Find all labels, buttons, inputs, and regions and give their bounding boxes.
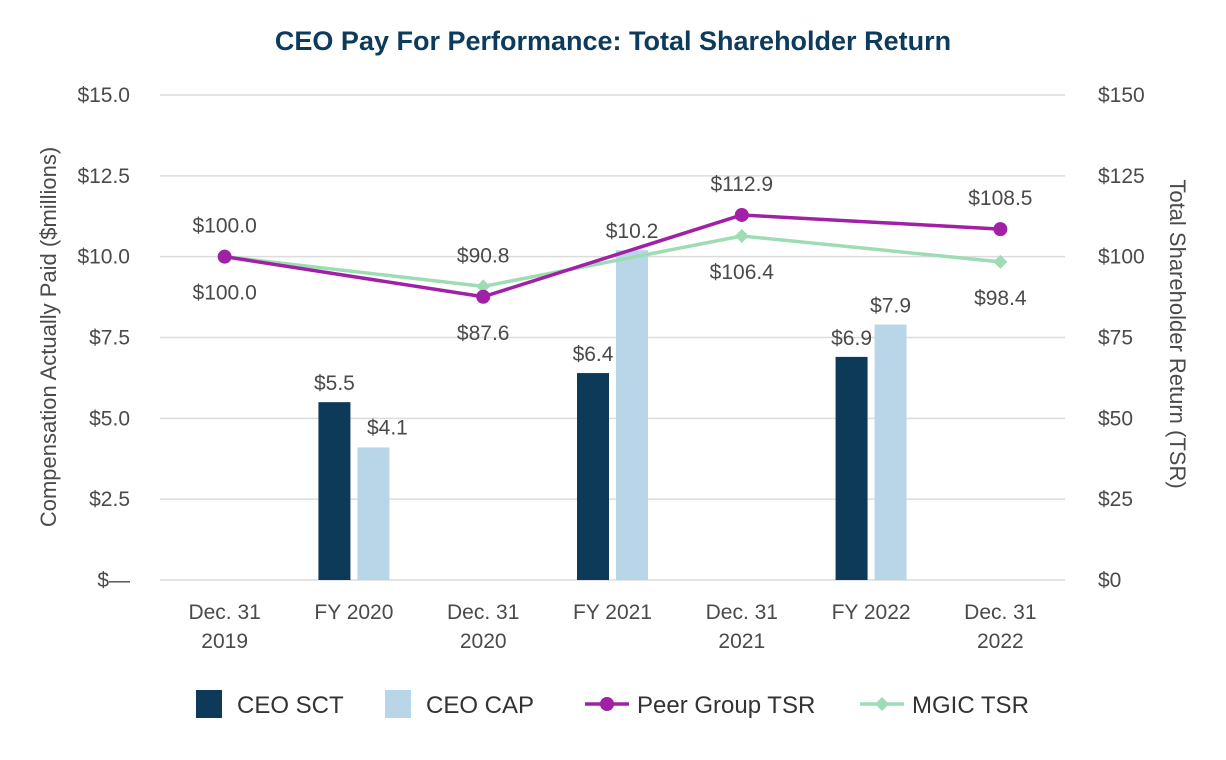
gridlines [160, 94, 1065, 581]
y-tick-label-left: $7.5 [89, 327, 130, 350]
data-labels: $5.5 $6.4 $6.9 $4.1 $10.2 $7.9 $100.0 $100.0 $90… [193, 173, 1033, 439]
x-tick-label-line: Dec. 31 [706, 601, 778, 624]
legend: CEO SCT CEO CAP Peer Group TSR MGIC TSR [196, 690, 1029, 719]
x-tick-label-line: 2020 [460, 630, 507, 653]
axes: $— $0 $2.5 $25 $5.0 $50 $7.5 $75 $10.0 $100 $12.5 $… [36, 84, 1190, 653]
y-tick-label-left: $12.5 [77, 165, 130, 188]
line-point [476, 279, 491, 294]
bar [835, 356, 868, 580]
line-point [217, 249, 232, 264]
line-data-label: $87.6 [457, 322, 510, 345]
line-data-label: $100.0 [193, 282, 257, 305]
x-tick-label: FY 2021 [573, 601, 652, 624]
x-tick-label: Dec. 31 2019 [188, 601, 260, 653]
line-data-label: $98.4 [974, 287, 1027, 310]
y-axis-title-left: Compensation Actually Paid ($millions) [36, 147, 61, 527]
line-point [993, 254, 1008, 269]
x-tick-label-line: 2019 [201, 630, 248, 653]
bar [874, 324, 907, 580]
line-data-label: $106.4 [710, 261, 775, 284]
line-data-label: $90.8 [457, 244, 510, 267]
y-tick-label-right: $100 [1098, 246, 1145, 269]
x-tick-label: FY 2022 [832, 601, 911, 624]
x-tick-label-line: 2021 [718, 630, 765, 653]
legend-label: MGIC TSR [912, 692, 1029, 719]
x-tick-label-line: Dec. 31 [447, 601, 519, 624]
legend-swatch [196, 690, 222, 718]
y-tick-label-left: $5.0 [89, 407, 130, 430]
legend-label: CEO SCT [237, 692, 344, 719]
legend-label: CEO CAP [426, 692, 534, 719]
x-tick-label: Dec. 31 2021 [706, 601, 778, 653]
x-tick-label-line: 2022 [977, 630, 1024, 653]
legend-marker [600, 697, 614, 711]
lines [217, 207, 1008, 304]
y-tick-label-right: $50 [1098, 407, 1133, 430]
x-tick-label-line: FY 2021 [573, 601, 652, 624]
y-axis-title-right: Total Shareholder Return (TSR) [1165, 179, 1190, 488]
line-point [734, 228, 749, 243]
x-tick-label-line: FY 2022 [832, 601, 911, 624]
legend-label: Peer Group TSR [637, 692, 815, 719]
x-tick-label-line: Dec. 31 [188, 601, 260, 624]
bars [318, 250, 907, 580]
legend-swatch [385, 690, 411, 718]
bar [616, 250, 648, 580]
y-tick-label-right: $125 [1098, 165, 1145, 188]
x-tick-label: Dec. 31 2022 [964, 601, 1036, 653]
bar-data-label: $6.9 [831, 327, 872, 350]
line-point [476, 289, 491, 304]
y-tick-label-left: $10.0 [77, 246, 130, 269]
legend-marker [875, 697, 889, 711]
bar-data-label: $6.4 [573, 343, 614, 366]
y-tick-label-right: $150 [1098, 84, 1145, 107]
bar [577, 373, 609, 580]
y-tick-label-right: $25 [1098, 488, 1133, 511]
series-line [224, 213, 1001, 299]
x-tick-label: Dec. 31 2020 [447, 601, 519, 653]
y-tick-label-left: $— [97, 569, 130, 592]
line-data-label: $108.5 [968, 187, 1032, 210]
y-tick-label-right: $0 [1098, 569, 1121, 592]
line-point [734, 207, 749, 222]
bar-data-label: $4.1 [367, 416, 408, 439]
line-data-label: $100.0 [193, 215, 257, 238]
chart-title: CEO Pay For Performance: Total Sharehold… [275, 26, 951, 56]
x-tick-label-line: FY 2020 [314, 601, 393, 624]
bar-data-label: $5.5 [314, 372, 355, 395]
x-tick-label: FY 2020 [314, 601, 393, 624]
y-tick-label-left: $2.5 [89, 488, 130, 511]
line-data-label: $112.9 [710, 173, 773, 196]
bar [357, 447, 390, 580]
bar-data-label: $10.2 [606, 220, 659, 243]
bar-data-label: $7.9 [870, 295, 911, 318]
y-tick-label-left: $15.0 [77, 84, 130, 107]
bar [318, 402, 351, 580]
x-tick-label-line: Dec. 31 [964, 601, 1036, 624]
y-tick-label-right: $75 [1098, 327, 1133, 350]
series-line [224, 234, 1001, 289]
line-point [993, 222, 1008, 237]
